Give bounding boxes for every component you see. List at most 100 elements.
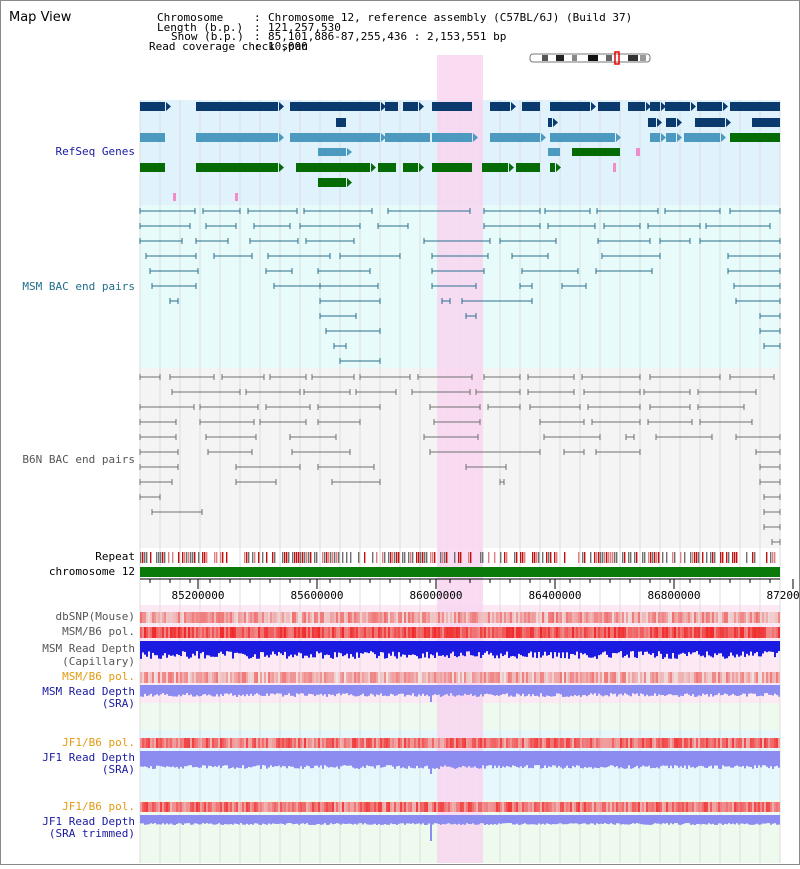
gene-exon[interactable] xyxy=(695,118,725,127)
chromosome-track-label[interactable]: chromosome 12 xyxy=(48,565,135,578)
msm-b6-pol-cell xyxy=(210,627,212,638)
gene-exon[interactable] xyxy=(666,118,676,127)
gene-exon[interactable] xyxy=(684,133,720,142)
jf1-b6-pol-label[interactable]: JF1/B6 pol. xyxy=(62,736,135,749)
gene-exon[interactable] xyxy=(290,133,380,142)
gene-exon[interactable] xyxy=(140,163,165,172)
jf1-depth-trim-bar xyxy=(392,815,394,825)
msm-depth-capillary-bar xyxy=(172,641,174,656)
jf1-b6-pol-cell xyxy=(602,738,604,748)
msm-b6-pol-sra-label[interactable]: MSM/B6 pol. xyxy=(62,670,135,683)
msm-depth-capillary-label-1[interactable]: MSM Read Depth xyxy=(42,642,135,655)
gene-exon[interactable] xyxy=(403,102,418,111)
dbsnp-cell xyxy=(706,612,708,623)
dbsnp-cell xyxy=(144,612,146,623)
gene-exon[interactable] xyxy=(318,148,346,156)
gene-exon[interactable] xyxy=(140,102,165,111)
jf1-depth-sra-bar xyxy=(572,751,574,766)
gene-exon[interactable] xyxy=(336,118,346,127)
gene-exon[interactable] xyxy=(196,163,278,172)
gene-exon[interactable] xyxy=(628,102,645,111)
chromosome-bar[interactable] xyxy=(140,567,780,577)
jf1-depth-sra-bar xyxy=(694,751,696,769)
msm-bac-label[interactable]: MSM BAC end pairs xyxy=(22,280,135,293)
selected-region-highlight[interactable] xyxy=(437,55,483,863)
jf1-b6-pol-cell xyxy=(396,738,398,748)
gene-exon[interactable] xyxy=(140,133,165,142)
gene-arrow xyxy=(616,133,621,142)
gene-exon[interactable] xyxy=(598,102,620,111)
jf1-b6-pol-cell xyxy=(520,738,522,748)
gene-exon[interactable] xyxy=(296,163,370,172)
gene-exon[interactable] xyxy=(666,133,676,142)
gene-exon[interactable] xyxy=(550,163,555,172)
jf1-depth-trim-bar xyxy=(548,815,550,824)
msm-depth-capillary-bar xyxy=(530,641,532,652)
gene-exon[interactable] xyxy=(432,133,472,142)
jf1-b6-pol-cell xyxy=(292,738,294,748)
gene-exon[interactable] xyxy=(490,102,510,111)
msm-depth-sra-bar xyxy=(442,685,444,696)
repeat-label[interactable]: Repeat xyxy=(95,550,135,563)
msm-b6-pol-sra-cell xyxy=(506,672,508,683)
jf1-depth-trim-bar xyxy=(756,815,758,824)
dbsnp-cell xyxy=(698,612,700,623)
jf1-b6-pol-cell xyxy=(574,738,576,748)
jf1-depth-trim-label-1[interactable]: JF1 Read Depth xyxy=(42,815,135,828)
b6n-bac-label[interactable]: B6N BAC end pairs xyxy=(22,453,135,466)
gene-exon[interactable] xyxy=(697,102,722,111)
gene-exon[interactable] xyxy=(196,133,278,142)
msm-b6-pol-cell xyxy=(144,627,146,638)
gene-exon[interactable] xyxy=(650,133,660,142)
gene-exon[interactable] xyxy=(432,163,472,172)
gene-exon[interactable] xyxy=(432,102,472,111)
gene-exon[interactable] xyxy=(490,133,540,142)
refseq-genes-label[interactable]: RefSeq Genes xyxy=(55,145,135,158)
msm-depth-capillary-bar xyxy=(348,641,350,659)
gene-exon[interactable] xyxy=(318,178,346,187)
dbsnp-cell xyxy=(244,612,246,623)
gene-exon[interactable] xyxy=(572,148,620,156)
gene-exon[interactable] xyxy=(648,118,656,127)
gene-exon[interactable] xyxy=(516,163,540,172)
jf1-b6-pol-trim-cell xyxy=(422,802,424,812)
gene-exon[interactable] xyxy=(290,102,380,111)
repeat-element xyxy=(712,552,714,563)
gene-exon[interactable] xyxy=(196,102,278,111)
gene-exon[interactable] xyxy=(385,102,398,111)
gene-exon[interactable] xyxy=(522,102,540,111)
msm-b6-pol-sra-cell xyxy=(752,672,754,683)
msm-b6-pol-label[interactable]: MSM/B6 pol. xyxy=(62,625,135,638)
gene-exon[interactable] xyxy=(548,148,560,156)
gene-arrow xyxy=(279,163,284,172)
gene-exon[interactable] xyxy=(482,163,508,172)
gene-arrow xyxy=(511,102,516,111)
dbsnp-cell xyxy=(472,612,474,623)
jf1-b6-pol-cell xyxy=(216,738,218,748)
gene-exon[interactable] xyxy=(730,102,780,111)
gene-exon[interactable] xyxy=(403,163,418,172)
repeat-element xyxy=(372,552,374,563)
gene-exon[interactable] xyxy=(378,163,396,172)
msm-depth-capillary-bar xyxy=(266,641,268,656)
msm-depth-sra-label-1[interactable]: MSM Read Depth xyxy=(42,685,135,698)
gene-exon[interactable] xyxy=(548,118,552,127)
gene-exon[interactable] xyxy=(550,102,590,111)
jf1-b6-pol-trim-cell xyxy=(680,802,682,812)
msm-depth-capillary-bar xyxy=(374,641,376,655)
msm-depth-sra-bar xyxy=(668,685,670,695)
jf1-depth-sra-label-1[interactable]: JF1 Read Depth xyxy=(42,751,135,764)
jf1-depth-sra-bar xyxy=(454,751,456,769)
gene-exon[interactable] xyxy=(730,133,780,142)
jf1-b6-pol-cell xyxy=(230,738,232,748)
msm-depth-sra-bar xyxy=(526,685,528,696)
gene-exon[interactable] xyxy=(752,118,780,127)
gene-exon[interactable] xyxy=(550,133,615,142)
dbsnp-label[interactable]: dbSNP(Mouse) xyxy=(55,610,135,623)
repeat-element xyxy=(282,552,284,563)
gene-exon[interactable] xyxy=(650,102,660,111)
gene-exon[interactable] xyxy=(665,102,690,111)
gene-exon[interactable] xyxy=(385,133,430,142)
jf1-b6-pol-trim-label[interactable]: JF1/B6 pol. xyxy=(62,800,135,813)
